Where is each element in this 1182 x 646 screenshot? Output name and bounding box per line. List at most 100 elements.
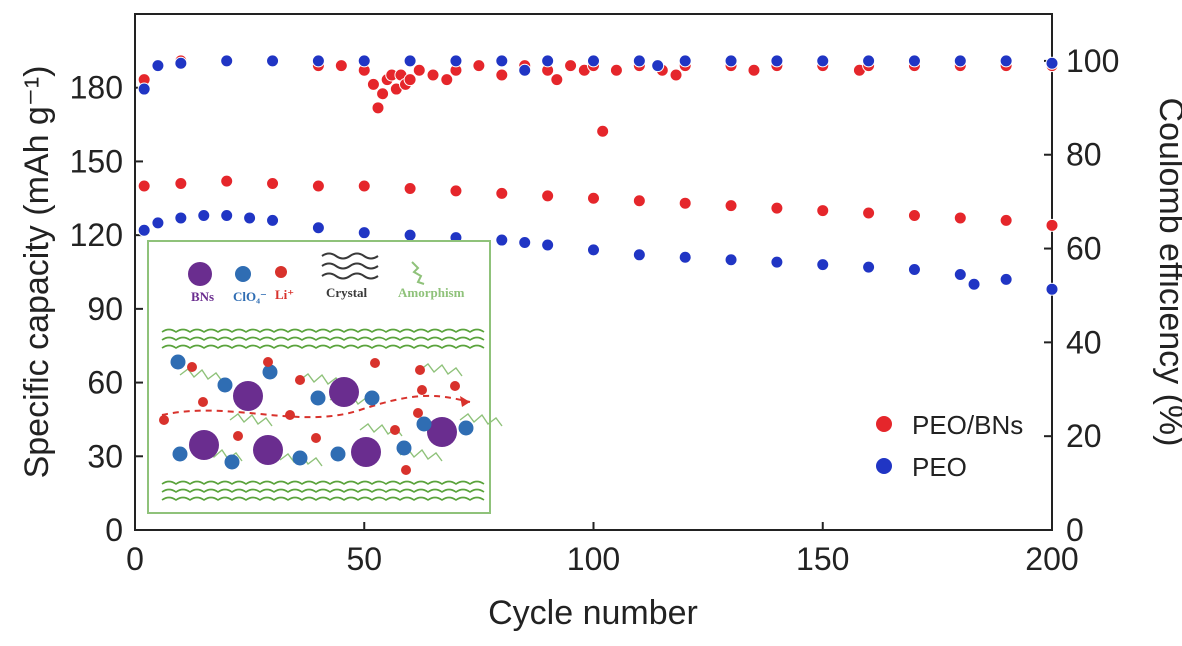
crystal-chain [161,328,485,333]
data-point [587,54,600,68]
data-point [243,211,257,225]
data-point [587,191,600,205]
data-point [1045,56,1059,70]
crystal-chain [161,488,485,493]
crystal-chain [161,344,485,349]
data-point [609,63,623,77]
li-particle [159,415,169,425]
inset-label-clo4: ClO₄⁻ [233,289,267,304]
data-point [518,236,532,250]
data-point [403,181,417,195]
li-particle [311,433,321,443]
inset-label-amorphism: Amorphism [398,285,465,300]
data-point [151,59,165,73]
y-tick-label-left: 150 [70,143,123,179]
y-tick-label-left: 120 [70,217,123,253]
y-tick-label-left: 180 [70,70,123,106]
y-tick-label-right: 100 [1066,43,1119,79]
data-point [1045,282,1059,296]
x-tick-label: 0 [126,541,144,577]
li-particle [415,365,425,375]
schematic-inset: BNs ClO₄⁻ Li⁺ Crystal Amorphism [147,240,503,514]
data-point [376,87,390,101]
data-point [403,54,417,68]
ion-path-arrow [161,394,471,419]
data-point [999,54,1013,68]
data-point [953,54,967,68]
li-particle [285,410,295,420]
data-point [541,54,555,68]
data-point [669,68,683,82]
data-point [816,258,830,272]
amorphous-chain [229,413,273,427]
legend-marker-peo [876,458,892,474]
data-point [137,82,151,96]
li-particle [390,425,400,435]
series-peo-efficiency [137,54,1059,96]
inset-li-icon [275,266,287,278]
legend: PEO/BNs PEO [876,410,1023,482]
legend-marker-peo-bns [876,416,892,432]
data-point [366,77,380,91]
x-tick-label: 150 [796,541,849,577]
data-point [816,204,830,218]
clo4-particle [416,416,432,432]
data-point [967,277,981,291]
y-tick-label-right: 20 [1066,418,1102,454]
li-particle [295,375,305,385]
amorphous-chain [299,373,343,387]
data-point [449,54,463,68]
li-particle [370,358,380,368]
y-axis-title-right: Coulomb efficiency (%) [1152,98,1182,447]
bn-particle [189,430,219,460]
data-point [449,184,463,198]
y-tick-label-right: 80 [1066,137,1102,173]
clo4-particle [170,354,186,370]
data-point [541,189,555,203]
y-tick-label-right: 0 [1066,512,1084,548]
bn-particle [253,435,283,465]
data-point [266,177,280,191]
data-point [678,196,692,210]
inset-amorphism-icon [411,261,425,285]
data-point [220,208,234,222]
bn-particle [427,417,457,447]
data-point [495,186,509,200]
data-point [311,221,325,235]
clo4-particle [262,364,278,380]
data-point [220,174,234,188]
data-point [266,213,280,227]
data-point [174,211,188,225]
data-point [862,260,876,274]
data-point [541,238,555,252]
crystal-chain [161,336,485,341]
x-tick-label: 200 [1025,541,1078,577]
data-point [174,177,188,191]
series-peo-capacity [137,208,1059,296]
crystal-chain [161,496,485,501]
li-particle [401,465,411,475]
clo4-particle [292,450,308,466]
amorphous-chain [419,363,463,377]
data-point [770,255,784,269]
data-point [1045,218,1059,232]
data-point [724,253,738,267]
x-tick-label: 100 [567,541,620,577]
li-particle [233,431,243,441]
data-point [907,54,921,68]
data-point [151,216,165,230]
data-point [651,59,665,73]
inset-bns-icon [188,262,212,286]
y-tick-label-right: 40 [1066,324,1102,360]
data-point [724,199,738,213]
y-tick-label-left: 60 [87,365,123,401]
data-point [137,223,151,237]
data-point [596,124,610,138]
data-point [357,179,371,193]
li-particle [413,408,423,418]
li-particle [263,357,273,367]
data-point [412,63,426,77]
arrow-head-icon [460,396,470,407]
